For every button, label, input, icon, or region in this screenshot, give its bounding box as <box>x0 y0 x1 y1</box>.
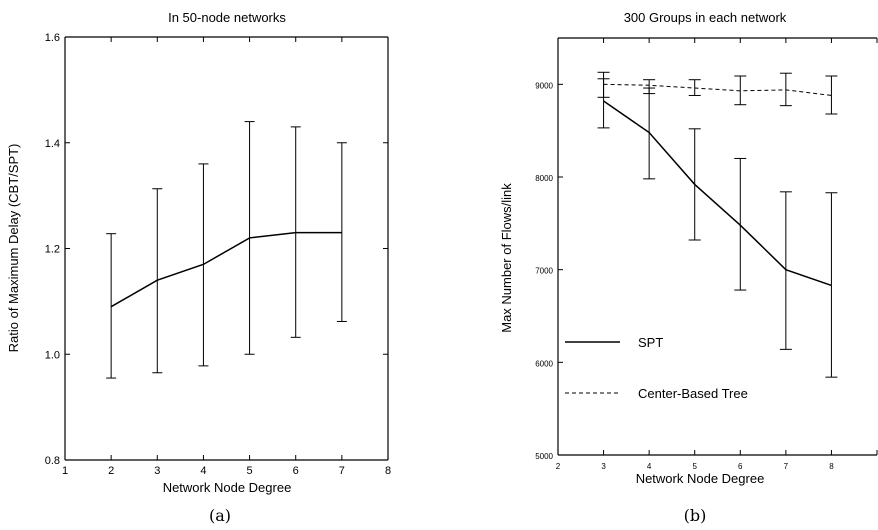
y-tick-label: 0.8 <box>45 455 60 467</box>
chart-panel-b: 300 Groups in each network Max Number of… <box>499 10 878 525</box>
x-tick-label: 3 <box>601 462 606 471</box>
y-tick-label: 1.0 <box>45 349 60 361</box>
y-tick-label: 9000 <box>535 81 553 90</box>
x-tick-label: 4 <box>200 465 206 477</box>
chart-title-b: 300 Groups in each network <box>624 10 787 25</box>
caption-b: (b) <box>684 506 707 525</box>
chart-panel-a: In 50-node networks Ratio of Maximum Del… <box>6 10 391 525</box>
x-tick-label: 2 <box>556 462 561 471</box>
y-axis-label-b: Max Number of Flows/link <box>499 183 514 333</box>
x-tick-label: 8 <box>829 462 834 471</box>
legend-label-spt: SPT <box>638 335 663 350</box>
x-axis-label-b: Network Node Degree <box>636 471 765 486</box>
y-axis-label-a: Ratio of Maximum Delay (CBT/SPT) <box>6 144 21 353</box>
x-tick-label: 4 <box>647 462 652 471</box>
chart-title-a: In 50-node networks <box>168 10 286 25</box>
series-line-center-based-tree <box>603 83 832 96</box>
x-tick-label: 6 <box>293 465 299 477</box>
series-line-main <box>110 231 342 308</box>
x-tick-label: 8 <box>385 465 391 477</box>
x-tick-label: 7 <box>339 465 345 477</box>
y-tick-label: 1.6 <box>45 32 60 44</box>
legend-b: SPT Center-Based Tree <box>565 335 748 401</box>
y-tick-label: 6000 <box>535 359 553 368</box>
legend-label-cbt: Center-Based Tree <box>638 386 748 401</box>
y-tick-label: 1.4 <box>45 138 60 150</box>
x-axis-label-a: Network Node Degree <box>163 480 292 495</box>
series-line-spt <box>603 100 832 287</box>
y-tick-label: 5000 <box>535 452 553 461</box>
x-tick-label: 1 <box>62 465 68 477</box>
x-tick-label: 3 <box>154 465 160 477</box>
x-tick-label: 5 <box>692 462 697 471</box>
x-tick-label: 5 <box>247 465 253 477</box>
x-tick-label: 2 <box>108 465 114 477</box>
x-tick-label: 7 <box>784 462 789 471</box>
x-tick-label: 6 <box>738 462 743 471</box>
y-tick-label: 7000 <box>535 267 553 276</box>
y-tick-label: 1.2 <box>45 244 60 256</box>
y-tick-label: 8000 <box>535 174 553 183</box>
caption-a: (a) <box>209 506 231 525</box>
